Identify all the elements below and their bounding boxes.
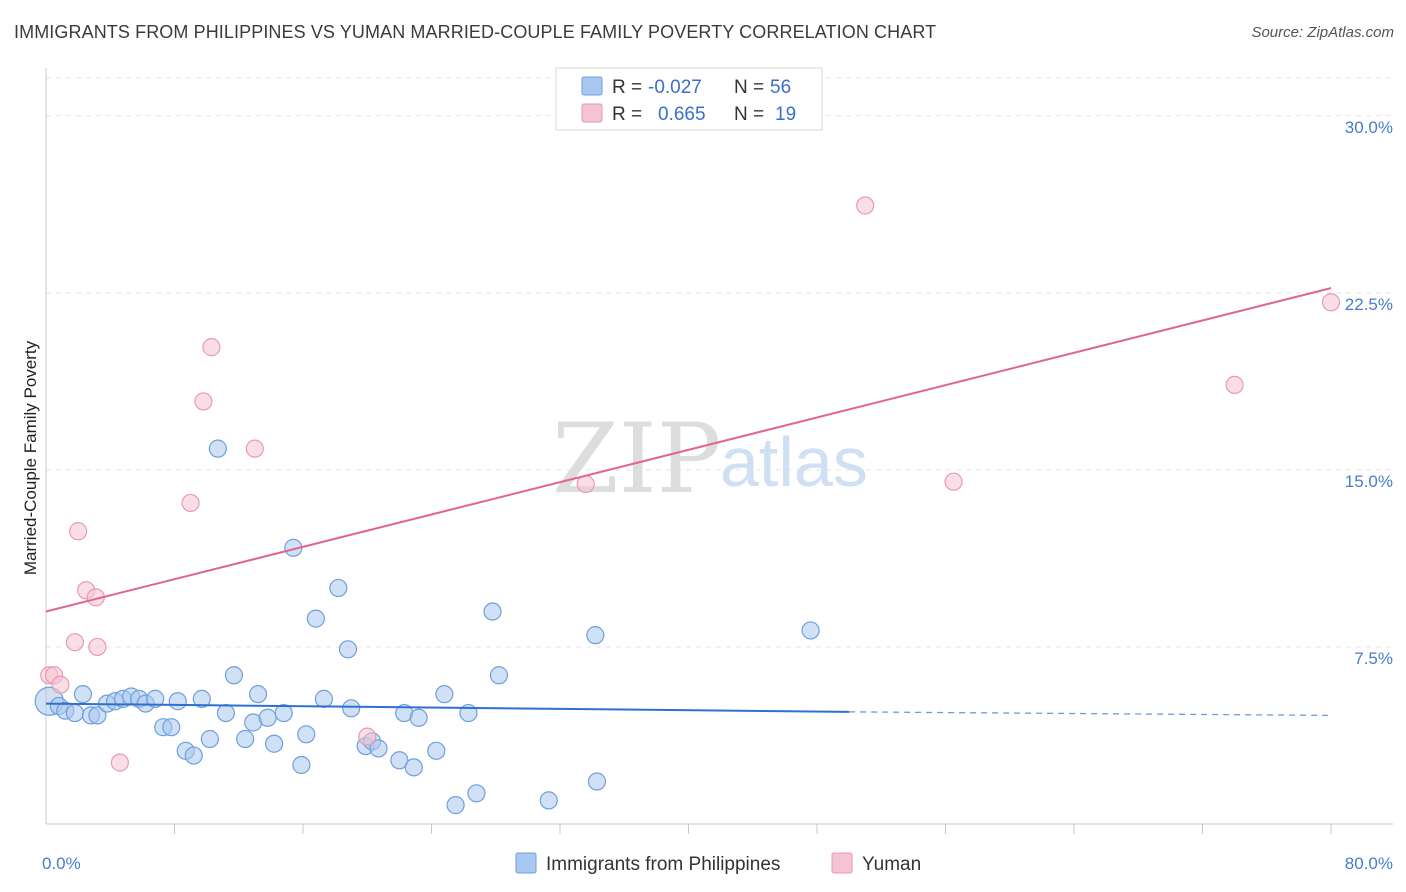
philippines-point-15 bbox=[162, 718, 181, 737]
yuman-point-18 bbox=[1321, 293, 1341, 312]
legend-swatch-blue bbox=[581, 76, 603, 96]
legend-r-label-1: R = bbox=[612, 104, 642, 125]
yuman-point-4 bbox=[69, 522, 88, 541]
philippines-point-6 bbox=[88, 706, 107, 725]
philippines-point-29 bbox=[274, 703, 293, 723]
legend-r-value-1: 0.665 bbox=[658, 104, 706, 125]
philippines-point-21 bbox=[208, 439, 227, 458]
philippines-point-4 bbox=[73, 685, 93, 704]
philippines-point-16 bbox=[168, 692, 187, 711]
x-tick-label-0: 0.0% bbox=[42, 854, 81, 873]
yuman-point-12 bbox=[245, 439, 264, 458]
philippines-point-55 bbox=[801, 621, 820, 640]
philippines-point-24 bbox=[236, 729, 255, 749]
philippines-point-41 bbox=[390, 751, 409, 770]
yuman-point-8 bbox=[110, 753, 129, 772]
philippines-point-37 bbox=[342, 699, 361, 718]
philippines-point-35 bbox=[329, 578, 348, 598]
legend-n-value-1: 19 bbox=[775, 104, 796, 125]
philippines-point-26 bbox=[248, 685, 268, 704]
philippines-point-18 bbox=[184, 746, 203, 765]
philippines-point-22 bbox=[216, 703, 235, 723]
y-tick-label-0: 7.5% bbox=[1354, 649, 1393, 668]
philippines-point-44 bbox=[409, 708, 428, 727]
philippines-point-52 bbox=[539, 791, 558, 810]
yuman-point-2 bbox=[51, 675, 70, 694]
philippines-point-23 bbox=[224, 666, 244, 685]
philippines-point-3 bbox=[65, 703, 85, 723]
philippines-point-34 bbox=[314, 689, 333, 708]
philippines-point-36 bbox=[338, 640, 358, 659]
legend-n-label-1: N = bbox=[734, 104, 764, 125]
legend-n-value-0: 56 bbox=[770, 77, 791, 98]
trend-lines bbox=[45, 287, 1332, 717]
philippines-trend-extension bbox=[849, 711, 1332, 717]
legend-r-label-0: R = bbox=[612, 77, 642, 98]
philippines-point-49 bbox=[467, 784, 486, 803]
bottom-legend: Immigrants from Philippines Yuman bbox=[515, 852, 921, 875]
bottom-legend-swatch-pink bbox=[831, 852, 853, 874]
philippines-point-13 bbox=[146, 689, 165, 708]
philippines-point-40 bbox=[369, 739, 388, 758]
source-label: Source: ZipAtlas.com bbox=[1251, 24, 1394, 41]
yuman-point-3 bbox=[65, 633, 85, 652]
legend-swatch-pink bbox=[581, 103, 603, 123]
philippines-point-43 bbox=[404, 758, 423, 777]
philippines-point-51 bbox=[489, 666, 509, 685]
yuman-point-16 bbox=[944, 472, 963, 491]
y-tick-labels: 7.5% 15.0% 22.5% 30.0% bbox=[1345, 118, 1393, 668]
bottom-legend-label-philippines: Immigrants from Philippines bbox=[546, 854, 780, 875]
watermark-zip: ZIP bbox=[552, 403, 721, 515]
legend: R = -0.027 N = 56 R = 0.665 N = 19 bbox=[555, 67, 823, 131]
yuman-point-10 bbox=[194, 392, 213, 411]
philippines-point-28 bbox=[264, 734, 284, 753]
yuman-point-15 bbox=[856, 196, 875, 215]
philippines-point-53 bbox=[586, 626, 605, 645]
philippines-point-31 bbox=[292, 755, 311, 775]
philippines-point-54 bbox=[587, 772, 607, 791]
watermark: ZIP atlas bbox=[552, 403, 868, 515]
legend-n-label-0: N = bbox=[734, 77, 764, 98]
philippines-point-46 bbox=[435, 685, 454, 704]
x-tick-label-1: 80.0% bbox=[1345, 854, 1393, 873]
philippines-point-47 bbox=[446, 796, 465, 815]
yuman-trend-line bbox=[45, 287, 1332, 613]
y-tick-label-2: 22.5% bbox=[1345, 295, 1393, 314]
y-axis-label: Married-Couple Family Poverty bbox=[21, 340, 40, 575]
bottom-legend-label-yuman: Yuman bbox=[862, 854, 921, 875]
philippines-point-33 bbox=[306, 609, 325, 628]
yuman-point-9 bbox=[181, 493, 200, 513]
yuman-point-11 bbox=[202, 338, 221, 357]
philippines-point-20 bbox=[200, 729, 219, 749]
y-tick-label-1: 15.0% bbox=[1345, 472, 1393, 491]
legend-r-value-0: -0.027 bbox=[648, 77, 702, 98]
y-tick-label-3: 30.0% bbox=[1345, 118, 1393, 137]
philippines-point-50 bbox=[483, 602, 502, 621]
philippines-point-32 bbox=[297, 725, 316, 744]
chart-title: IMMIGRANTS FROM PHILIPPINES VS YUMAN MAR… bbox=[14, 22, 937, 42]
philippines-point-27 bbox=[258, 708, 277, 727]
philippines-point-19 bbox=[192, 689, 211, 708]
bottom-legend-swatch-blue bbox=[515, 852, 537, 874]
yuman-point-17 bbox=[1225, 375, 1244, 394]
x-tick-labels: 0.0% 80.0% bbox=[42, 854, 1393, 873]
philippines-point-45 bbox=[427, 741, 446, 760]
watermark-atlas: atlas bbox=[720, 423, 868, 501]
series-yuman-points bbox=[40, 196, 1341, 772]
philippines-trend-line bbox=[45, 702, 850, 713]
yuman-point-13 bbox=[358, 727, 377, 746]
yuman-point-7 bbox=[88, 637, 107, 657]
